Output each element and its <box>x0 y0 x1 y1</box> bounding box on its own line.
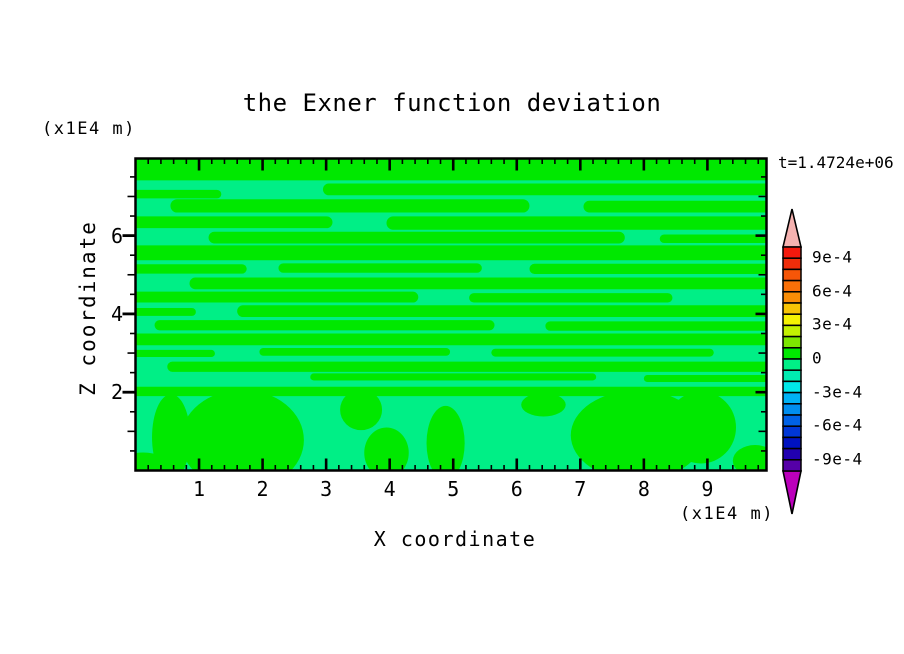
y-tick-label: 2 <box>110 380 123 405</box>
colorbar-segment <box>782 358 802 371</box>
axis-ticks <box>122 158 767 471</box>
contour-streak <box>310 373 597 381</box>
contour-streak <box>135 291 419 303</box>
contour-streak <box>545 321 767 331</box>
x-axis-unit-label: (x1E4 m) <box>680 504 774 524</box>
colorbar-segment <box>782 425 802 439</box>
contour-streak <box>135 386 767 397</box>
colorbar-segment <box>782 302 802 315</box>
contour-streak <box>154 320 495 331</box>
contour-blob <box>521 392 566 417</box>
colorbar-segment <box>782 436 802 450</box>
x-tick-label: 2 <box>256 477 269 501</box>
x-tick-label: 4 <box>383 477 396 501</box>
x-tick-label: 3 <box>320 477 333 501</box>
contour-streak <box>208 231 625 244</box>
colorbar-tick-label: 9e-4 <box>812 247 853 267</box>
colorbar-segment <box>782 391 802 405</box>
contour-streak <box>386 216 767 230</box>
contour-streak <box>529 263 767 274</box>
colorbar <box>781 208 803 515</box>
colorbar-segment <box>782 313 802 327</box>
colorbar-segment <box>782 246 802 259</box>
z-axis-unit-label: (x1E4 m) <box>42 119 136 139</box>
colorbar-segment <box>782 403 802 416</box>
colorbar-tick-label: -3e-4 <box>812 382 863 402</box>
colorbar-segment <box>782 324 802 338</box>
x-axis-title: X coordinate <box>373 527 537 551</box>
colorbar-segment <box>782 335 802 349</box>
contour-streak <box>189 277 767 290</box>
contour-streak <box>135 189 222 199</box>
time-label: t=1.4724e+06 <box>778 153 894 172</box>
colorbar-segment <box>782 279 802 293</box>
colorbar-tick-label: 6e-4 <box>812 281 853 301</box>
contour-streak <box>469 293 673 303</box>
x-tick-label: 6 <box>510 477 523 501</box>
colorbar-segment <box>782 447 802 461</box>
contour-streak <box>659 234 767 244</box>
colorbar-segment <box>782 414 802 427</box>
contour-blob <box>426 405 465 471</box>
contour-streak <box>135 245 767 261</box>
contour-blob <box>340 389 383 431</box>
y-tick-label: 4 <box>110 301 123 326</box>
contour-blob <box>364 427 409 471</box>
x-tick-label: 1 <box>193 477 206 501</box>
contour-streak <box>237 305 767 318</box>
colorbar-segment <box>782 347 802 360</box>
x-tick-label: 8 <box>637 477 650 501</box>
contour-streak <box>583 200 767 213</box>
colorbar-tick-label: -9e-4 <box>812 449 863 469</box>
contour-blob <box>732 445 767 471</box>
colorbar-segment <box>782 291 802 304</box>
colorbar-tick-label: 3e-4 <box>812 315 853 335</box>
contour-streak <box>135 216 333 229</box>
contour-blob <box>180 389 304 471</box>
contour-field <box>135 158 767 471</box>
contour-streak <box>167 361 767 372</box>
contour-streak <box>491 348 714 357</box>
contour-streak <box>322 183 767 196</box>
x-tick-label: 5 <box>447 477 460 501</box>
contour-streak <box>259 347 451 356</box>
colorbar-tick-label: 0 <box>812 348 823 368</box>
colorbar-tick-label: -6e-4 <box>812 415 863 435</box>
colorbar-under-arrow <box>782 470 802 515</box>
contour-streak <box>135 349 215 357</box>
colorbar-segment <box>782 459 802 472</box>
colorbar-segment <box>782 369 802 383</box>
plot-title: the Exner function deviation <box>242 89 662 117</box>
contour-streak <box>278 263 482 273</box>
y-tick-label: 6 <box>110 223 123 248</box>
contour-blob <box>666 391 736 464</box>
contour-streak <box>170 199 530 213</box>
contour-streak <box>135 308 196 316</box>
colorbar-segment <box>782 268 802 282</box>
contour-streak <box>643 374 767 383</box>
contour-streak <box>135 264 247 274</box>
x-tick-label: 7 <box>574 477 587 501</box>
colorbar-over-arrow <box>781 208 803 248</box>
contour-streak <box>135 158 767 181</box>
colorbar-segment <box>782 257 802 271</box>
z-axis-title: Z coordinate <box>76 220 100 396</box>
x-tick-label: 9 <box>701 477 714 501</box>
contour-streak <box>135 333 767 346</box>
colorbar-segment <box>782 380 802 394</box>
contour-blob <box>152 394 191 471</box>
